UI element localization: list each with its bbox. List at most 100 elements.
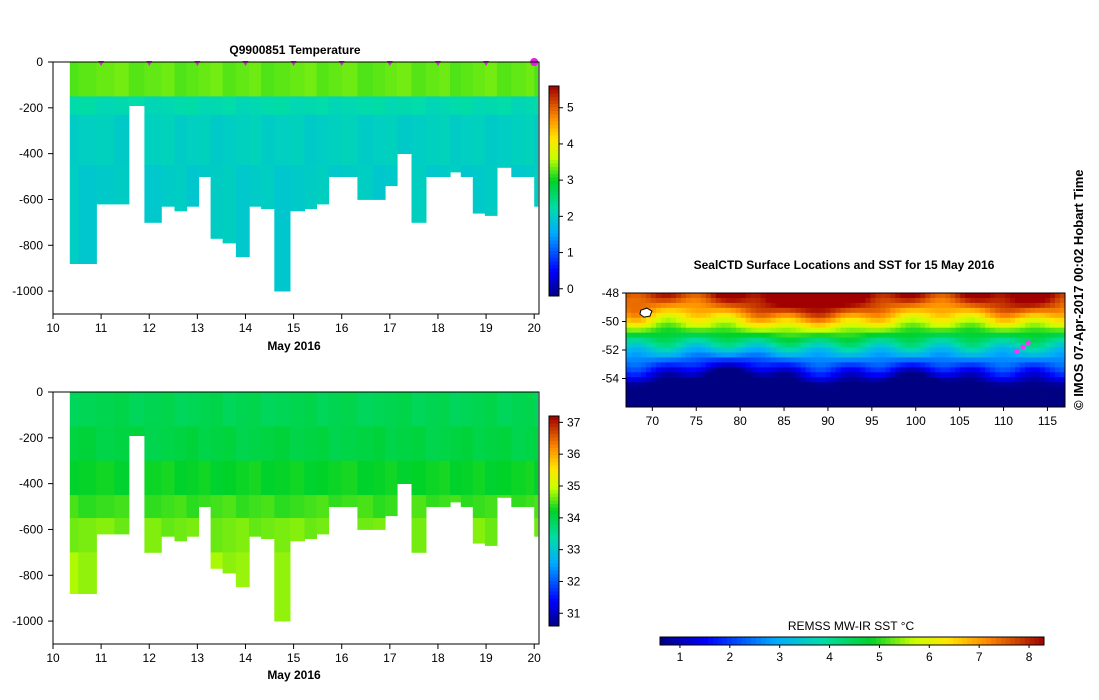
colorbar-swatch — [549, 236, 559, 241]
sst-cell — [720, 322, 727, 329]
sst-cell — [990, 322, 996, 329]
sst-cell — [1005, 327, 1011, 334]
sst-cell — [900, 392, 906, 398]
sst-cell — [855, 297, 861, 304]
section-cell — [222, 62, 237, 97]
sst-cell — [825, 357, 831, 363]
sst-cell — [980, 347, 986, 353]
sst-cell — [1050, 382, 1056, 388]
sst-cell — [915, 312, 921, 319]
colorbar-swatch — [669, 637, 675, 645]
sst-cell — [790, 372, 797, 378]
section-cell — [274, 460, 291, 496]
colorbar-swatch — [813, 637, 819, 645]
sst-cell — [870, 382, 876, 388]
sst-cell — [800, 367, 806, 373]
sst-cell — [935, 332, 941, 339]
sst-cell — [830, 402, 836, 408]
section-cell — [210, 552, 224, 569]
sst-cell — [775, 302, 782, 309]
sst-cell — [1040, 297, 1046, 304]
sst-cell — [1015, 362, 1021, 368]
sst-cell — [780, 382, 787, 388]
sst-cell — [940, 337, 946, 343]
sst-cell — [930, 367, 936, 373]
sst-cell — [975, 312, 981, 319]
sst-cell — [930, 347, 936, 353]
colorbar-swatch — [549, 500, 559, 504]
sst-cell — [715, 307, 722, 314]
sst-cell — [940, 327, 946, 334]
sst-cell — [1040, 362, 1046, 368]
sst-cell — [970, 387, 976, 393]
sst-cell — [855, 302, 861, 309]
sst-cell — [765, 387, 772, 393]
x-tick-label: 75 — [690, 414, 704, 428]
sst-cell — [730, 337, 737, 343]
sst-cell — [885, 307, 891, 314]
section-cell — [450, 495, 462, 503]
sst-cell — [995, 312, 1001, 319]
sst-cell — [915, 392, 921, 398]
sst-cell — [1055, 392, 1061, 398]
section-cell — [69, 518, 79, 553]
sst-cell — [905, 322, 911, 329]
sst-cell — [765, 377, 772, 383]
sst-cell — [860, 357, 866, 363]
section-cell — [328, 165, 343, 177]
sst-cell — [725, 347, 732, 353]
colorbar-swatch — [1010, 637, 1016, 645]
sst-cell — [830, 347, 836, 353]
sst-cell — [1000, 372, 1006, 378]
sst-cell — [825, 297, 831, 304]
sst-colorbar-label: REMSS MW-IR SST °C — [788, 619, 915, 633]
sst-cell — [1030, 342, 1036, 348]
sst-cell — [715, 372, 722, 378]
colorbar-swatch — [549, 524, 559, 529]
sst-cell — [1055, 337, 1061, 343]
sst-cell — [1060, 352, 1066, 358]
sst-cell — [710, 402, 717, 408]
sst-cell — [975, 327, 981, 334]
sst-cell — [695, 382, 702, 388]
sst-cell — [1005, 307, 1011, 314]
sst-cell — [965, 302, 971, 309]
colorbar-tick-label: 3 — [567, 173, 574, 187]
sst-cell — [1020, 317, 1026, 324]
sst-cell — [645, 357, 652, 363]
sst-cell — [910, 402, 916, 408]
sst-cell — [870, 387, 876, 393]
sst-cell — [915, 372, 921, 378]
sst-cell — [1050, 387, 1056, 393]
colorbar-swatch — [549, 514, 559, 518]
sst-cell — [1035, 332, 1041, 339]
sst-cell — [640, 302, 647, 309]
sst-cell — [720, 392, 727, 398]
sst-cell — [835, 377, 841, 383]
sst-cell — [895, 317, 901, 324]
section-cell — [96, 114, 115, 166]
section-cell — [274, 114, 291, 166]
sst-cell — [855, 387, 861, 393]
sst-cell — [810, 293, 816, 299]
sst-cell — [815, 377, 821, 383]
sst-cell — [900, 402, 906, 408]
sst-cell — [650, 367, 657, 373]
sst-cell — [810, 297, 816, 304]
sst-cell — [860, 307, 866, 314]
sst-cell — [880, 347, 886, 353]
sst-cell — [785, 402, 792, 408]
sst-cell — [660, 377, 667, 383]
sst-cell — [1055, 347, 1061, 353]
colorbar-frame — [659, 636, 1045, 646]
sst-cell — [915, 397, 921, 403]
sst-cell — [720, 397, 727, 403]
section-cell — [78, 495, 97, 519]
sst-cell — [955, 377, 961, 383]
section-cell — [210, 62, 224, 97]
sst-cell — [940, 382, 946, 388]
sst-cell — [860, 297, 866, 304]
sst-cell — [685, 392, 692, 398]
sst-cell — [930, 397, 936, 403]
sst-cell — [790, 312, 797, 319]
